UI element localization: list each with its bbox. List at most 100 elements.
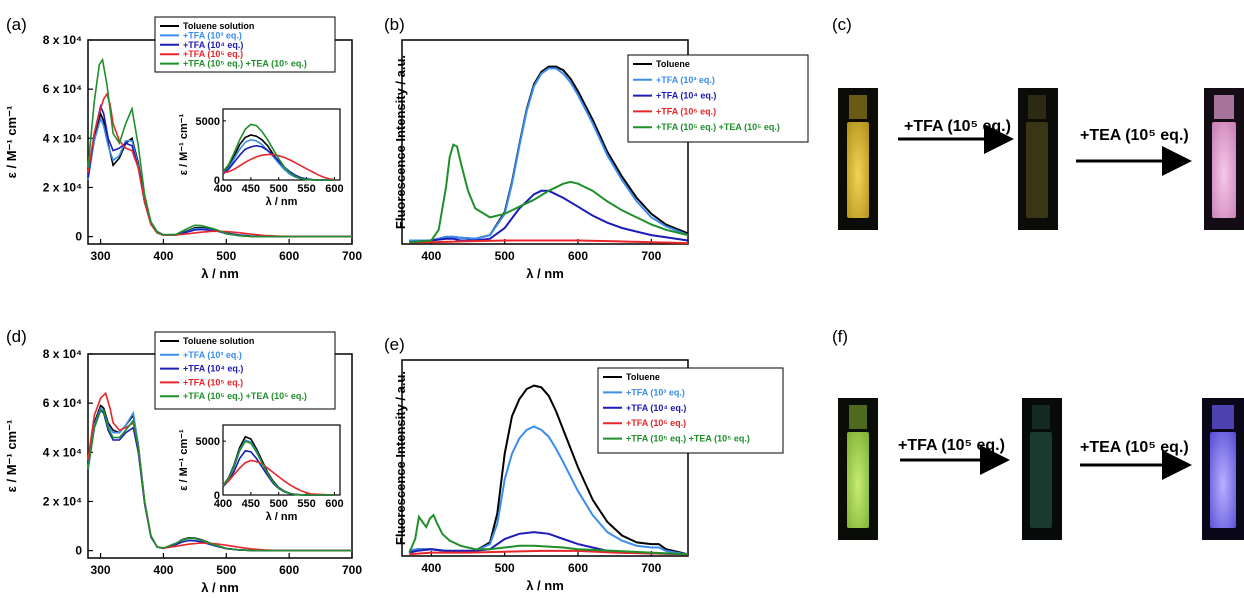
legend-entry: +TFA (10⁵ eq.) +TEA (10⁵ eq.) (183, 59, 307, 69)
x-tick-label: 400 (153, 563, 173, 577)
legend-box (154, 331, 336, 410)
y-tick-label: 2 x 10⁴ (43, 494, 82, 508)
legend-entry: +TFA (10⁵ eq.) (183, 49, 243, 59)
panel-label-a: (a) (6, 15, 27, 34)
series-line (409, 189, 689, 244)
legend-entry: +TFA (10⁵ eq.) (626, 418, 686, 428)
legend-entry: +TFA (10⁵ eq.) +TEA (10⁵ eq.) (183, 391, 307, 401)
vial-1-solution (847, 432, 869, 528)
vial-2-cap (1028, 95, 1046, 119)
legend-entry: +TFA (10³ eq.) (183, 350, 242, 360)
series-line (87, 409, 352, 552)
legend-entry: Toluene solution (183, 336, 254, 346)
x-axis-label: λ / nm (201, 580, 239, 595)
legend-box (154, 16, 336, 73)
inset-x-tick-label: 550 (297, 183, 315, 195)
chart-b: 400 500 600 700 λ / nm Fluorescence Intensity… (393, 39, 809, 281)
series-line (409, 549, 689, 556)
inset-x-tick-label: 550 (297, 498, 315, 510)
inset-x-tick-label: 400 (214, 498, 232, 510)
inset-x-tick-label: 500 (270, 183, 288, 195)
vial-3-solution (1210, 432, 1236, 528)
inset-x-tick-label: 400 (214, 183, 232, 195)
photo-panel-c: +TFA (10⁵ eq.) +TEA (10⁵ eq.) (838, 88, 1244, 230)
chart-d: 300 400 500 600 700 0 2 x 10⁴ 4 x 10⁴ 6 x 10⁴ 8 x… (4, 331, 362, 595)
x-tick-label: 700 (342, 249, 362, 263)
y-tick-label: 0 (75, 544, 82, 558)
inset-y-axis-label: ε / M⁻¹ cm⁻¹ (178, 429, 190, 491)
legend-entry: +TFA (10⁵ eq.) +TEA (10⁵ eq.) (656, 122, 780, 132)
arrow-1-label: +TFA (10⁵ eq.) (898, 437, 1005, 454)
x-tick-label: 500 (216, 563, 236, 577)
inset-series-line (222, 459, 335, 496)
x-tick-label: 700 (641, 249, 661, 263)
y-tick-label: 4 x 10⁴ (43, 445, 82, 459)
panel-label-f: (f) (832, 327, 848, 346)
x-tick-label: 400 (421, 561, 441, 575)
inset-y-tick-label: 5000 (196, 436, 220, 448)
y-tick-label: 0 (75, 230, 82, 244)
series-line (409, 67, 689, 242)
legend-entry: +TFA (10⁴ eq.) (183, 40, 243, 50)
panel-label-d: (d) (6, 327, 27, 346)
vial-3-cap (1214, 95, 1234, 119)
x-tick-label: 600 (279, 249, 299, 263)
y-tick-label: 8 x 10⁴ (43, 347, 82, 361)
y-axis-label: ε / M⁻¹ cm⁻¹ (4, 420, 19, 493)
inset-x-axis-label: λ / nm (266, 511, 298, 523)
legend-entry: +TFA (10⁴ eq.) (656, 91, 716, 101)
y-axis-label: ε / M⁻¹ cm⁻¹ (4, 106, 19, 179)
y-tick-label: 8 x 10⁴ (43, 33, 82, 47)
inset-x-tick-label: 500 (270, 498, 288, 510)
x-axis-label: λ / nm (201, 266, 239, 281)
y-tick-label: 2 x 10⁴ (43, 180, 82, 194)
x-tick-label: 500 (495, 249, 515, 263)
series-line (408, 513, 689, 556)
inset-x-tick-label: 600 (325, 183, 343, 195)
y-axis-label: Fluorescence Intensity / a.u. (393, 371, 408, 545)
x-axis-label: λ / nm (526, 578, 564, 593)
legend-entry: +TFA (10⁴ eq.) (626, 403, 686, 413)
inset-y-tick-label: 0 (214, 490, 220, 502)
legend-entry: +TFA (10³ eq.) (183, 30, 242, 40)
inset-y-tick-label: 0 (214, 175, 220, 187)
plot-frame (401, 359, 689, 557)
x-tick-label: 600 (568, 249, 588, 263)
inset-series-line (222, 123, 335, 181)
x-tick-label: 400 (421, 249, 441, 263)
inset-frame (222, 424, 341, 496)
chart-a: 300 400 500 600 700 0 2 x 10⁴ 4 x 10⁴ 6 x 10⁴ 8 x… (4, 16, 362, 281)
legend-box (597, 367, 784, 454)
inset-x-tick-label: 600 (325, 498, 343, 510)
inset-series-line (222, 440, 335, 496)
arrow-2-label: +TEA (10⁵ eq.) (1080, 439, 1189, 456)
photo-panel-f: +TFA (10⁵ eq.) +TEA (10⁵ eq.) (838, 398, 1244, 540)
legend-entry: +TFA (10³ eq.) (626, 387, 685, 397)
inset-x-axis-label: λ / nm (266, 196, 298, 208)
inset-y-axis-label: ε / M⁻¹ cm⁻¹ (178, 113, 190, 175)
arrow-1-label: +TFA (10⁵ eq.) (904, 118, 1011, 135)
y-axis-label: Fluorescence Intensity / a.u. (393, 55, 408, 229)
vial-1-cap (849, 95, 867, 119)
x-tick-label: 500 (495, 561, 515, 575)
legend-entry: Toluene solution (183, 21, 254, 31)
legend-entry: Toluene (656, 59, 690, 69)
inset-x-tick-label: 450 (242, 498, 260, 510)
vial-2-solution (1026, 122, 1048, 218)
x-tick-label: 700 (641, 561, 661, 575)
x-axis-label: λ / nm (526, 266, 564, 281)
vial-3-solution (1212, 122, 1236, 218)
chart-e: 400 500 600 700 λ / nm Fluorescence Intensity… (393, 359, 784, 593)
vial-1-cap (849, 405, 867, 429)
vial-2-cap (1032, 405, 1050, 429)
x-tick-label: 500 (216, 249, 236, 263)
arrow-2-label: +TEA (10⁵ eq.) (1080, 127, 1189, 144)
x-tick-label: 700 (342, 563, 362, 577)
legend-entry: +TFA (10⁵ eq.) (656, 106, 716, 116)
inset-y-tick-label: 5000 (196, 116, 220, 128)
x-tick-label: 300 (91, 249, 111, 263)
x-tick-label: 600 (568, 561, 588, 575)
y-tick-label: 6 x 10⁴ (43, 396, 82, 410)
legend-entry: +TFA (10⁵ eq.) (183, 377, 243, 387)
